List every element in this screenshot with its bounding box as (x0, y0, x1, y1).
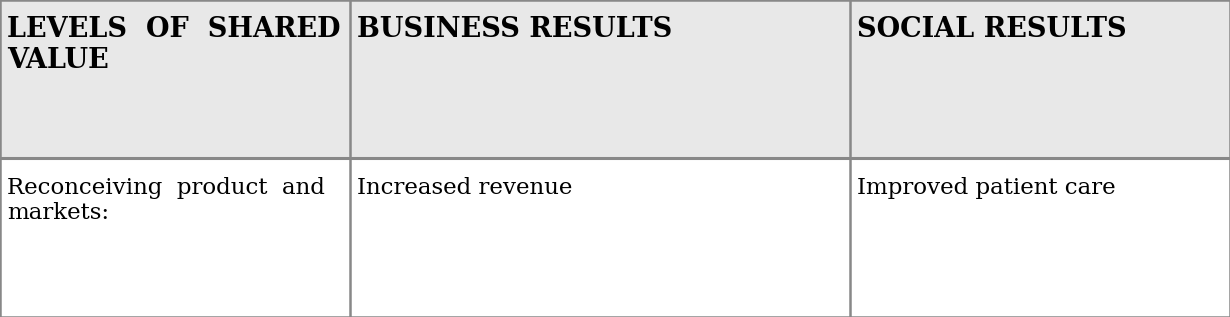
Bar (850, 158, 1230, 317)
Bar (0, 158, 351, 317)
Bar (0, 0, 351, 158)
Text: LEVELS  OF  SHARED
VALUE: LEVELS OF SHARED VALUE (7, 16, 341, 74)
Text: Improved patient care: Improved patient care (857, 177, 1116, 198)
Bar (351, 158, 850, 317)
Bar (351, 0, 850, 158)
Text: BUSINESS RESULTS: BUSINESS RESULTS (358, 16, 673, 43)
Text: SOCIAL RESULTS: SOCIAL RESULTS (857, 16, 1127, 43)
Text: Increased revenue: Increased revenue (358, 177, 573, 198)
Bar (850, 0, 1230, 158)
Text: Reconceiving  product  and
markets:: Reconceiving product and markets: (7, 177, 325, 224)
